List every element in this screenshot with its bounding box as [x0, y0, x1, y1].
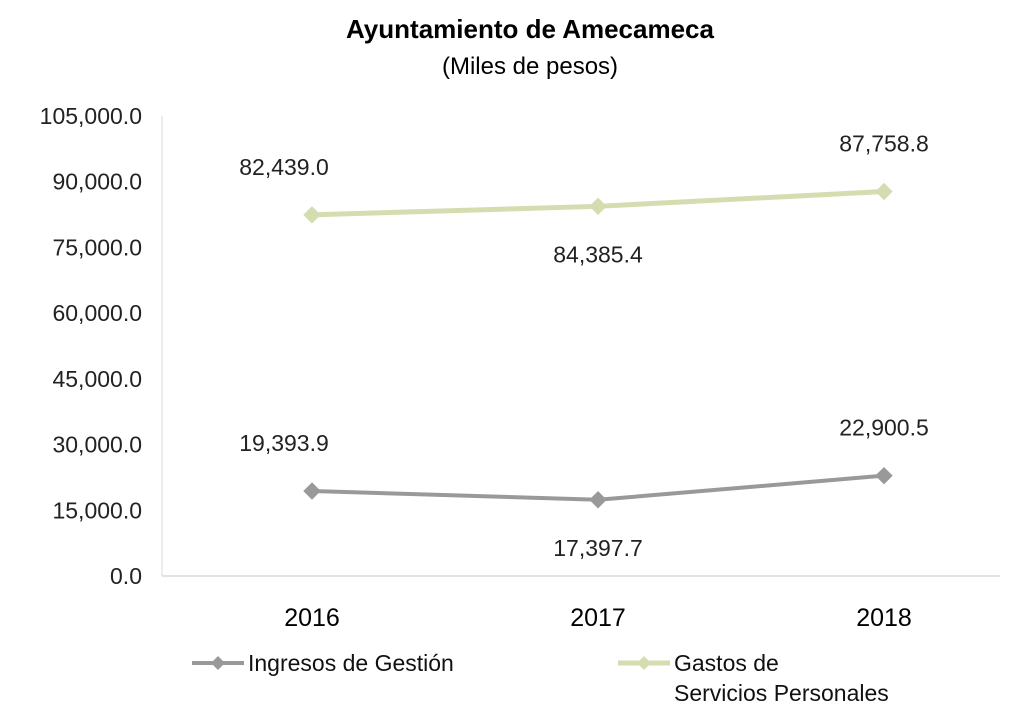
data-label: 17,397.7 [553, 535, 643, 561]
y-tick-label: 45,000.0 [52, 366, 142, 392]
chart-title: Ayuntamiento de Amecameca [346, 14, 715, 44]
legend-marker [211, 656, 225, 670]
y-tick-label: 60,000.0 [52, 300, 142, 326]
axes: 0.0 15,000.0 30,000.0 45,000.0 60,000.0 75,00… [40, 103, 1000, 632]
data-point [875, 182, 893, 201]
y-tick-label: 0.0 [110, 563, 142, 589]
data-point [875, 466, 893, 485]
x-tick-label: 2016 [284, 604, 340, 632]
data-label: 84,385.4 [553, 241, 643, 267]
data-point [589, 491, 607, 509]
y-tick-label: 105,000.0 [40, 103, 142, 129]
data-label: 19,393.9 [239, 430, 329, 456]
data-label: 22,900.5 [839, 415, 929, 441]
data-label: 82,439.0 [239, 154, 329, 180]
data-point [589, 197, 607, 216]
legend-label: Ingresos de Gestión [248, 650, 454, 676]
data-point [303, 482, 321, 500]
y-tick-label: 30,000.0 [52, 432, 142, 458]
legend-marker [637, 656, 651, 670]
legend-label: Gastos de [674, 650, 779, 676]
legend-item: Ingresos de Gestión [192, 650, 454, 676]
y-tick-label: 90,000.0 [52, 169, 142, 195]
chart-subtitle: (Miles de pesos) [442, 53, 618, 80]
legend-item: Gastos de Servicios Personales [618, 650, 889, 706]
legend-label: Servicios Personales [674, 680, 889, 704]
legend: Ingresos de Gestión Gastos de Servicios Pe… [192, 650, 889, 706]
y-tick-label: 75,000.0 [52, 234, 142, 260]
series-2 [303, 182, 893, 224]
y-tick-label: 15,000.0 [52, 497, 142, 523]
x-tick-label: 2018 [856, 604, 912, 632]
data-point [303, 206, 321, 224]
data-label: 87,758.8 [839, 131, 929, 157]
series-layer [303, 182, 893, 509]
x-tick-label: 2017 [570, 604, 626, 632]
series-1 [303, 466, 893, 509]
data-labels: 19,393.9 17,397.7 22,900.5 82,439.0 84,385.4… [239, 131, 929, 561]
